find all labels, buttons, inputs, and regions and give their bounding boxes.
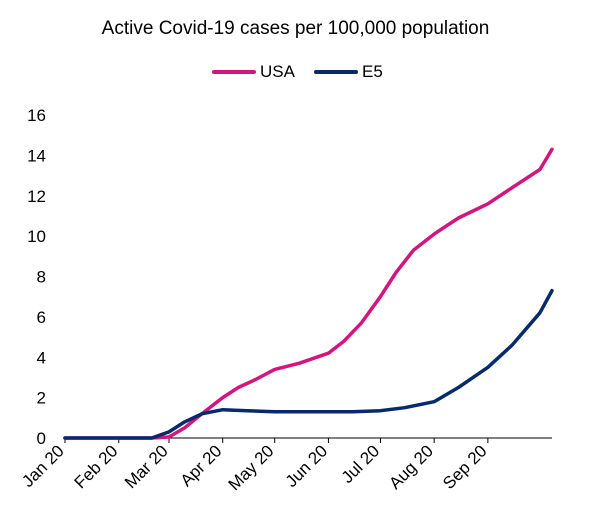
x-tick-label: Jul 20 [338,441,384,487]
y-tick-label: 12 [27,187,46,206]
x-tick-label: Jun 20 [282,441,332,491]
x-tick-label: Feb 20 [71,441,122,492]
chart-title: Active Covid-19 cases per 100,000 popula… [101,18,490,39]
series-line-usa [63,147,554,440]
x-tick-label: Jan 20 [18,441,68,491]
x-tick-label: May 20 [225,441,278,494]
x-tick-label: Apr 20 [177,441,226,490]
x-tick-label: Aug 20 [385,441,437,493]
legend-swatch-usa [212,70,256,74]
y-tick-label: 16 [27,106,46,125]
x-tick-label: Mar 20 [121,441,172,492]
x-tick-label: Sep 20 [439,441,491,493]
legend-label-e5: E5 [362,62,383,81]
legend-label-usa: USA [260,62,295,81]
y-tick-label: 2 [37,389,46,408]
legend: USA E5 [0,62,591,86]
y-tick-label: 8 [37,268,46,287]
series-line-e5 [63,288,554,440]
y-tick-label: 14 [27,146,46,165]
y-tick-label: 0 [37,429,46,448]
legend-swatch-e5 [314,70,358,74]
y-tick-label: 6 [37,308,46,327]
legend-item-usa: USA [212,62,295,82]
legend-item-e5: E5 [314,62,383,82]
y-tick-label: 10 [27,227,46,246]
y-tick-label: 4 [37,348,46,367]
